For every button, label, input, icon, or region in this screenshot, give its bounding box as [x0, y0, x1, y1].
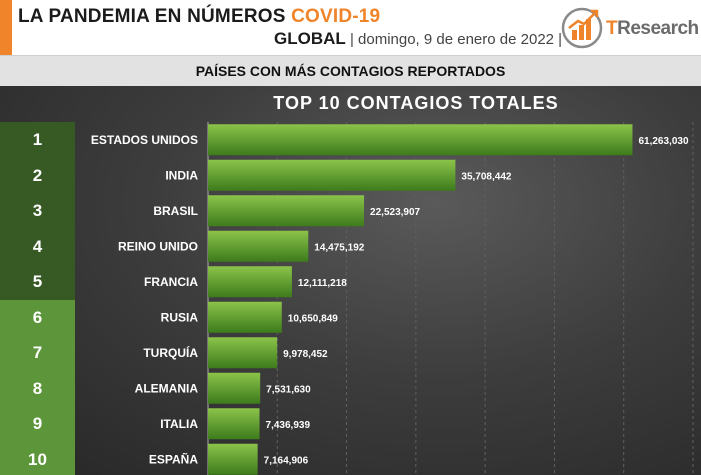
- bar: [208, 337, 278, 369]
- chart-title: TOP 10 CONTAGIOS TOTALES: [273, 93, 559, 113]
- bar: [208, 408, 260, 440]
- report-header: LA PANDEMIA EN NÚMEROS COVID-19 GLOBAL |…: [0, 0, 701, 55]
- data-label: 14,475,192: [314, 242, 364, 253]
- data-label: 12,111,218: [298, 278, 347, 289]
- bar-chart: ESTADOS UNIDOS 61,263,030 INDIA 35,708,442 B…: [91, 122, 694, 475]
- bar: [208, 124, 633, 156]
- rank-number: 1: [0, 122, 75, 158]
- bar: [208, 195, 365, 227]
- chart-panel: TOP 10 CONTAGIOS TOTALES 1 2 3 4 5 6 7 8 9 10 EST…: [0, 86, 701, 475]
- data-label: 35,708,442: [461, 171, 511, 182]
- header-accent-bar: [0, 0, 12, 55]
- category-label: ALEMANIA: [135, 381, 199, 395]
- data-label: 7,436,939: [266, 420, 311, 431]
- bar: [208, 159, 456, 191]
- bar: [208, 372, 261, 404]
- report-date: domingo, 9 de enero de 2022: [358, 31, 555, 48]
- logo-chart-icon: [561, 7, 603, 49]
- rank-number: 6: [0, 299, 75, 335]
- region-label: GLOBAL: [274, 29, 346, 48]
- rank-number: 8: [0, 370, 75, 406]
- category-label: REINO UNIDO: [118, 239, 198, 253]
- rank-number: 5: [0, 264, 75, 300]
- bar: [208, 266, 292, 298]
- category-label: RUSIA: [161, 310, 199, 324]
- bar: [208, 443, 258, 475]
- category-label: INDIA: [165, 168, 198, 182]
- rank-number: 3: [0, 193, 75, 229]
- category-label: ESTADOS UNIDOS: [91, 133, 198, 147]
- bar: [208, 230, 309, 262]
- category-label: ITALIA: [160, 417, 198, 431]
- report-subtitle: GLOBAL | domingo, 9 de enero de 2022 |: [274, 29, 562, 49]
- data-label: 10,650,849: [288, 313, 338, 324]
- tresearch-logo: TResearch: [560, 4, 700, 52]
- category-label: FRANCIA: [144, 275, 198, 289]
- rank-number: 7: [0, 335, 75, 371]
- subtitle-separator: |: [345, 31, 359, 48]
- subtitle-separator-end: |: [554, 31, 563, 48]
- report-title: LA PANDEMIA EN NÚMEROS COVID-19: [18, 6, 380, 28]
- report-title-main: LA PANDEMIA EN NÚMEROS: [18, 6, 286, 27]
- rank-number: 2: [0, 157, 75, 193]
- category-label: ESPAÑA: [149, 451, 198, 466]
- data-label: 7,164,906: [264, 455, 309, 466]
- rank-number: 9: [0, 406, 75, 442]
- category-label: BRASIL: [153, 204, 198, 218]
- bar: [208, 301, 282, 333]
- data-label: 22,523,907: [370, 207, 420, 218]
- data-label: 7,531,630: [266, 384, 311, 395]
- rank-number: 10: [0, 441, 75, 475]
- data-label: 9,978,452: [283, 349, 328, 360]
- category-label: TURQUÍA: [143, 345, 198, 360]
- rank-number: 4: [0, 228, 75, 264]
- data-label: 61,263,030: [638, 136, 688, 147]
- section-title: PAÍSES CON MÁS CONTAGIOS REPORTADOS: [195, 63, 506, 79]
- report-title-accent: COVID-19: [291, 6, 381, 27]
- section-header: PAÍSES CON MÁS CONTAGIOS REPORTADOS: [0, 55, 701, 86]
- logo-wordmark: TResearch: [606, 18, 699, 39]
